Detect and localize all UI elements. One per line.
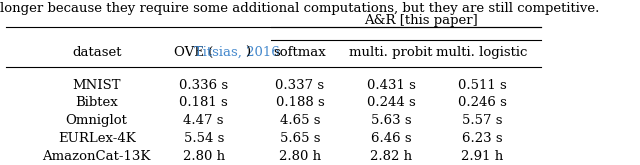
Text: multi. logistic: multi. logistic — [436, 46, 528, 59]
Text: softmax: softmax — [274, 46, 326, 59]
Text: 0.337 s: 0.337 s — [275, 79, 324, 92]
Text: EURLex-4K: EURLex-4K — [58, 132, 136, 145]
Text: 6.46 s: 6.46 s — [371, 132, 412, 145]
Text: longer because they require some additional computations, but they are still com: longer because they require some additio… — [0, 2, 600, 15]
Text: 4.65 s: 4.65 s — [280, 114, 320, 127]
Text: AmazonCat-13K: AmazonCat-13K — [42, 150, 151, 163]
Text: Titsias, 2016: Titsias, 2016 — [194, 46, 280, 59]
Text: 2.82 h: 2.82 h — [370, 150, 412, 163]
Text: 0.181 s: 0.181 s — [179, 97, 228, 109]
Text: 5.57 s: 5.57 s — [462, 114, 502, 127]
Text: 5.54 s: 5.54 s — [184, 132, 224, 145]
Text: multi. probit: multi. probit — [349, 46, 433, 59]
Text: Bibtex: Bibtex — [76, 97, 118, 109]
Text: 0.511 s: 0.511 s — [458, 79, 506, 92]
Text: 2.91 h: 2.91 h — [461, 150, 503, 163]
Text: 4.47 s: 4.47 s — [184, 114, 224, 127]
Text: 0.246 s: 0.246 s — [458, 97, 506, 109]
Text: A&R [this paper]: A&R [this paper] — [364, 14, 477, 27]
Text: 2.80 h: 2.80 h — [182, 150, 225, 163]
Text: 5.63 s: 5.63 s — [371, 114, 412, 127]
Text: dataset: dataset — [72, 46, 122, 59]
Text: Omniglot: Omniglot — [66, 114, 127, 127]
Text: ): ) — [245, 46, 250, 59]
Text: 0.244 s: 0.244 s — [367, 97, 415, 109]
Text: 0.336 s: 0.336 s — [179, 79, 228, 92]
Text: 0.188 s: 0.188 s — [276, 97, 324, 109]
Text: 0.431 s: 0.431 s — [367, 79, 415, 92]
Text: 6.23 s: 6.23 s — [461, 132, 502, 145]
Text: 2.80 h: 2.80 h — [279, 150, 321, 163]
Text: MNIST: MNIST — [72, 79, 121, 92]
Text: OVE (: OVE ( — [174, 46, 214, 59]
Text: 5.65 s: 5.65 s — [280, 132, 320, 145]
